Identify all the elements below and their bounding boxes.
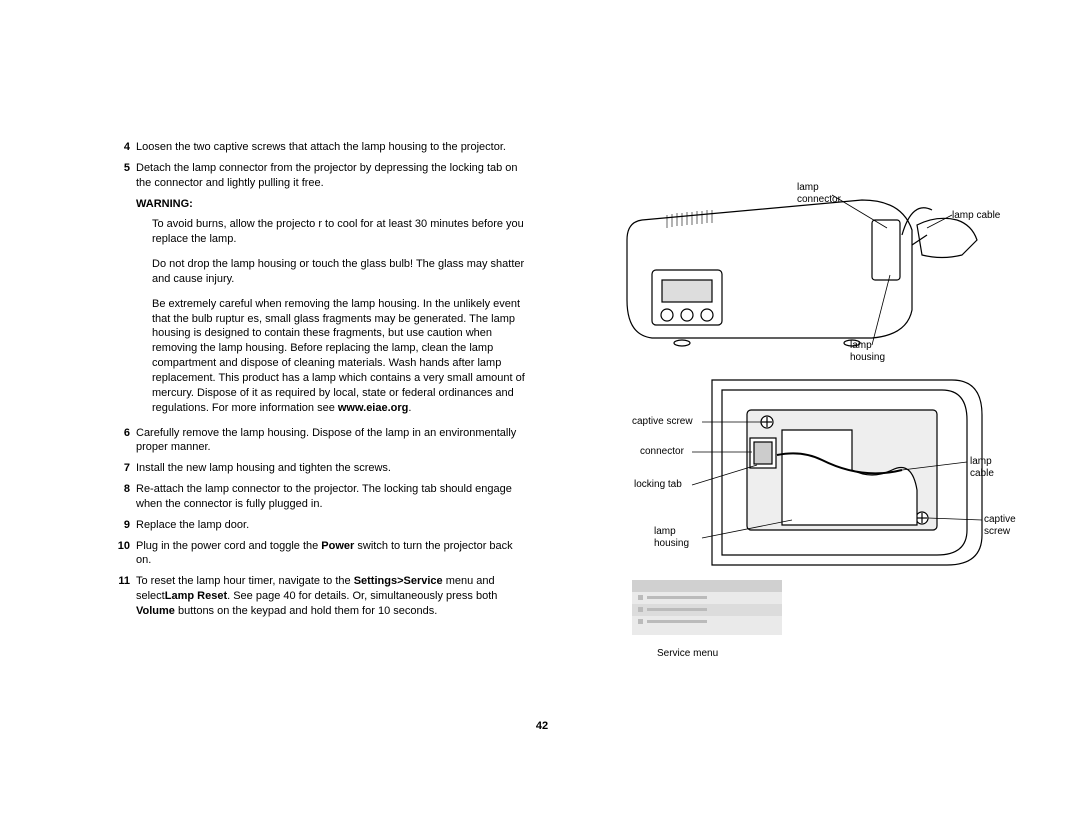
step-9: 9 Replace the lamp door.	[112, 518, 530, 533]
step-num: 7	[112, 461, 136, 476]
step-8: 8 Re-attach the lamp connector to the pr…	[112, 482, 530, 512]
step-num: 10	[112, 539, 136, 569]
label-lamp-connector: lamp connector	[797, 182, 841, 206]
step-num: 11	[112, 574, 136, 619]
step-7: 7 Install the new lamp housing and tight…	[112, 461, 530, 476]
s11b: Settings>Service	[354, 575, 443, 587]
label-lamp-cable-2: lamp cable	[970, 456, 1002, 480]
label-lamp-cable: lamp cable	[952, 210, 1000, 222]
step-4: 4 Loosen the two captive screws that att…	[112, 140, 530, 155]
s11f: Volume	[136, 605, 175, 617]
warning-label: WARNING	[136, 198, 189, 210]
step-text: Detach the lamp connector from the proje…	[136, 161, 530, 191]
eiae-link: www.eiae.org	[338, 402, 409, 414]
instruction-column: 4 Loosen the two captive screws that att…	[112, 140, 530, 625]
step-text: Plug in the power cord and toggle the Po…	[136, 539, 530, 569]
projector-svg	[572, 160, 1002, 360]
label-locking-tab: locking tab	[634, 479, 682, 491]
diagram-column: lamp connector lamp cable lamp housing	[572, 160, 1002, 680]
label-connector: connector	[640, 446, 684, 458]
warning-colon: :	[189, 198, 193, 210]
diagram-service-menu: Service menu	[572, 580, 1002, 680]
warning-p3c: .	[408, 402, 411, 414]
page-number: 42	[112, 720, 972, 732]
warning-p3a: Be extremely careful when removing the l…	[152, 298, 525, 414]
warning-p1: To avoid burns, allow the projecto r to …	[152, 217, 530, 247]
s10a: Plug in the power cord and toggle the	[136, 540, 321, 552]
step-6: 6 Carefully remove the lamp housing. Dis…	[112, 426, 530, 456]
step-text: Loosen the two captive screws that attac…	[136, 140, 530, 155]
warning-p2: Do not drop the lamp housing or touch th…	[152, 257, 530, 287]
step-11: 11 To reset the lamp hour timer, navigat…	[112, 574, 530, 619]
step-text: Carefully remove the lamp housing. Dispo…	[136, 426, 530, 456]
warning-p3: Be extremely careful when removing the l…	[152, 297, 530, 416]
label-lamp-housing-2: lamp housing	[654, 526, 689, 550]
step-text: Re-attach the lamp connector to the proj…	[136, 482, 530, 512]
step-num: 8	[112, 482, 136, 512]
diagram-projector: lamp connector lamp cable lamp housing	[572, 160, 1002, 360]
label-service-menu: Service menu	[657, 648, 718, 660]
step-num: 5	[112, 161, 136, 191]
diagram-compartment: captive screw connector locking tab lamp…	[572, 370, 1002, 570]
label-captive-screw-l: captive screw	[632, 416, 693, 428]
step-10: 10 Plug in the power cord and toggle the…	[112, 539, 530, 569]
step-text: To reset the lamp hour timer, navigate t…	[136, 574, 530, 619]
step-text: Replace the lamp door.	[136, 518, 530, 533]
menu-svg	[632, 580, 832, 640]
step-num: 4	[112, 140, 136, 155]
s11g: buttons on the keypad and hold them for …	[175, 605, 437, 617]
step-5: 5 Detach the lamp connector from the pro…	[112, 161, 530, 191]
s11a: To reset the lamp hour timer, navigate t…	[136, 575, 354, 587]
label-lamp-housing: lamp housing	[850, 340, 885, 364]
step-text: Install the new lamp housing and tighten…	[136, 461, 530, 476]
label-captive-screw-r: captive screw	[984, 514, 1016, 538]
compartment-svg	[572, 370, 1002, 570]
warning-heading: WARNING:	[136, 197, 530, 212]
step-num: 6	[112, 426, 136, 456]
s10b: Power	[321, 540, 354, 552]
step-num: 9	[112, 518, 136, 533]
s11e: . See page 40 for details. Or, simultane…	[227, 590, 497, 602]
s11d: Lamp Reset	[165, 590, 227, 602]
